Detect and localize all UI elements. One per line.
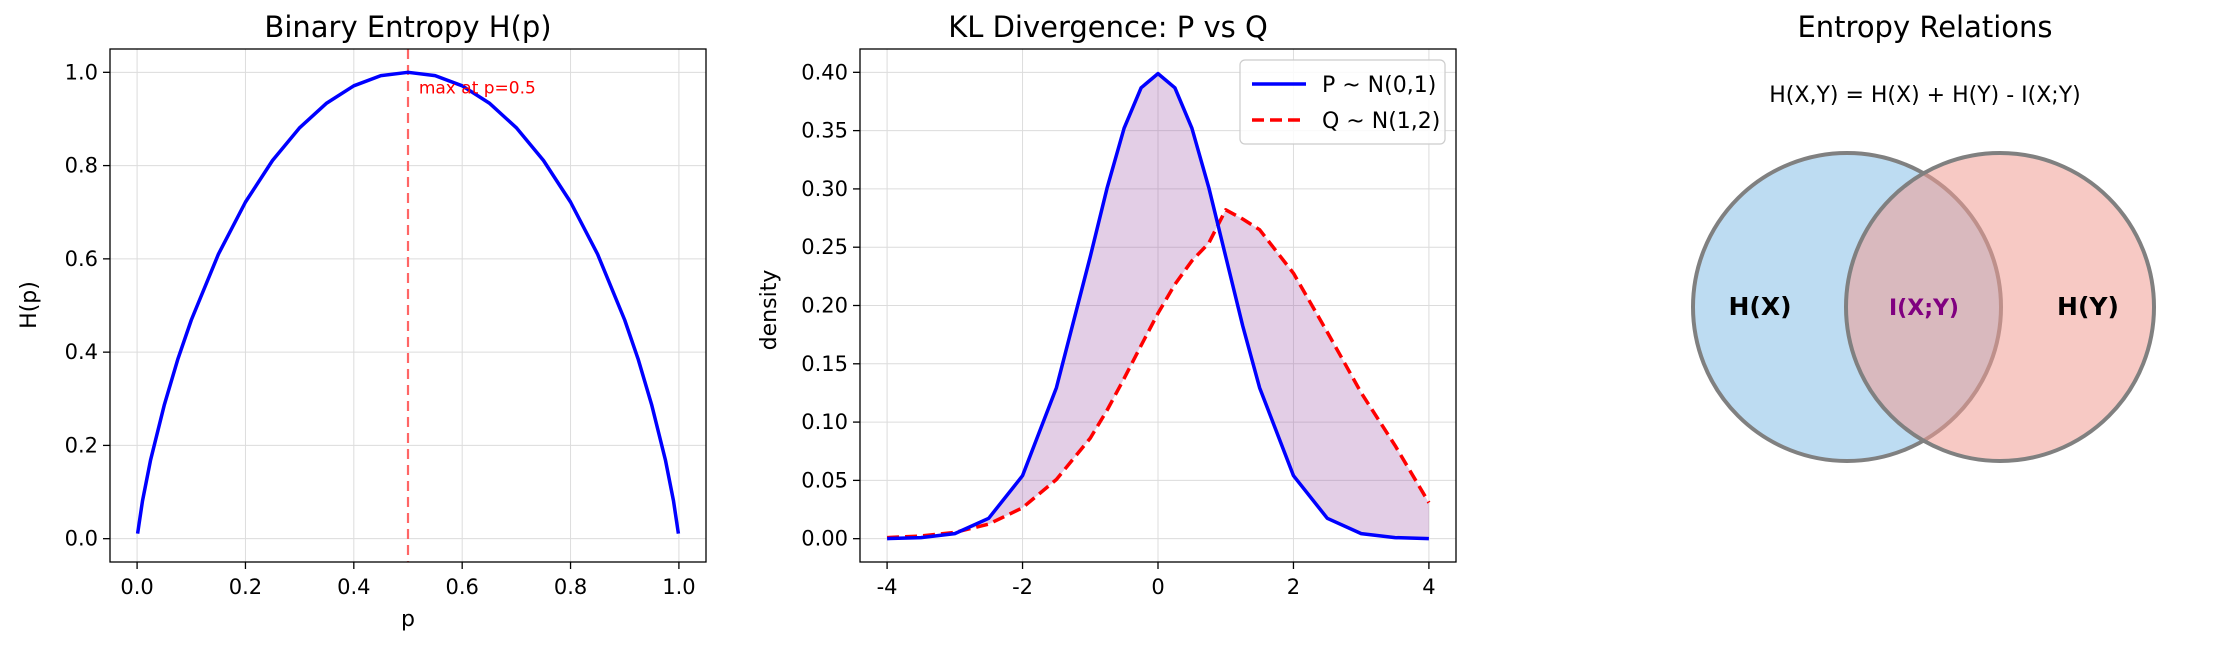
kl-divergence-ytick-label: 0.00 [801, 527, 848, 551]
binary-entropy-ytick-label: 1.0 [65, 60, 98, 84]
kl-divergence-ytick-label: 0.35 [801, 119, 848, 143]
binary-entropy-ytick-label: 0.4 [65, 340, 98, 364]
kl-divergence-ytick-label: 0.15 [801, 352, 848, 376]
binary-entropy-xtick-label: 0.4 [337, 575, 370, 599]
kl-divergence-ytick-label: 0.40 [801, 60, 848, 84]
binary-entropy-xtick-label: 1.0 [662, 575, 695, 599]
series-p-line [887, 71, 1429, 541]
kl-divergence-xtick-label: -4 [877, 575, 898, 599]
y-axis-label-kl-divergence: density [757, 270, 782, 351]
venn-label-hy: H(Y) [2057, 292, 2119, 321]
x-axis-label-binary-entropy: p [401, 607, 415, 632]
kl-divergence-chart: KL Divergence: P vs Q -4 -2 0 2 4 0.000.050.… [757, 10, 1457, 599]
y-axis-label-binary-entropy: H(p) [17, 281, 42, 329]
kl-divergence-ytick-label: 0.30 [801, 177, 848, 201]
binary-entropy-curve [135, 70, 681, 534]
y-ticks-kl-divergence: 0.00 0.05 0.10 0.15 0.20 0.25 0.30 0.35 0.40 [801, 60, 860, 551]
binary-entropy-ytick-label: 0.8 [65, 154, 98, 178]
legend-label-p: P ~ N(0,1) [1322, 73, 1436, 98]
binary-entropy-ytick-label: 0.0 [65, 527, 98, 551]
kl-divergence-ytick-label: 0.05 [801, 468, 848, 492]
binary-entropy-xtick-label: 0.2 [229, 575, 262, 599]
kl-divergence-xtick-label: 2 [1287, 575, 1300, 599]
binary-entropy-ytick-label: 0.6 [65, 247, 98, 271]
x-ticks-kl-divergence: -4 -2 0 2 4 [877, 562, 1436, 599]
plot-area-kl-divergence [887, 71, 1431, 541]
kl-divergence-ytick-label: 0.10 [801, 410, 848, 434]
kl-divergence-xtick-label: 4 [1422, 575, 1435, 599]
kl-divergence-ytick-label: 0.20 [801, 294, 848, 318]
chart-title-kl-divergence: KL Divergence: P vs Q [948, 10, 1268, 44]
entropy-formula: H(X,Y) = H(X) + H(Y) - I(X;Y) [1769, 83, 2080, 108]
venn-label-mutual-information: I(X;Y) [1889, 296, 1959, 321]
legend-box [1239, 59, 1446, 145]
kl-divergence-ytick-label: 0.25 [801, 235, 848, 259]
legend-label-q: Q ~ N(1,2) [1322, 109, 1440, 134]
binary-entropy-xtick-label: 0.0 [120, 575, 153, 599]
venn-label-hx: H(X) [1728, 292, 1791, 321]
diagram-title-entropy-relations: Entropy Relations [1797, 10, 2052, 44]
entropy-relations-diagram: Entropy Relations H(X,Y) = H(X) + H(Y) -… [1691, 10, 2156, 463]
legend-kl-divergence: P ~ N(0,1) Q ~ N(1,2) [1239, 59, 1446, 145]
x-ticks-binary-entropy: 0.0 0.2 0.4 0.6 0.8 1.0 [120, 562, 696, 599]
kl-divergence-xtick-label: 0 [1151, 575, 1164, 599]
binary-entropy-chart: Binary Entropy H(p) max at p=0.5 0.0 0.2 0… [17, 10, 707, 632]
binary-entropy-xtick-label: 0.8 [554, 575, 587, 599]
kl-fill-region [887, 73, 1429, 539]
binary-entropy-ytick-label: 0.2 [65, 433, 98, 457]
chart-title-binary-entropy: Binary Entropy H(p) [264, 10, 551, 44]
y-ticks-binary-entropy: 0.0 0.2 0.4 0.6 0.8 1.0 [65, 60, 110, 551]
plot-area-binary-entropy: max at p=0.5 [135, 49, 681, 562]
series-q-line [887, 208, 1431, 540]
venn-circle-hy [1844, 151, 2156, 463]
max-annotation: max at p=0.5 [419, 78, 536, 98]
binary-entropy-xtick-label: 0.6 [445, 575, 478, 599]
kl-divergence-xtick-label: -2 [1012, 575, 1033, 599]
axes-frame-binary-entropy [109, 48, 707, 563]
